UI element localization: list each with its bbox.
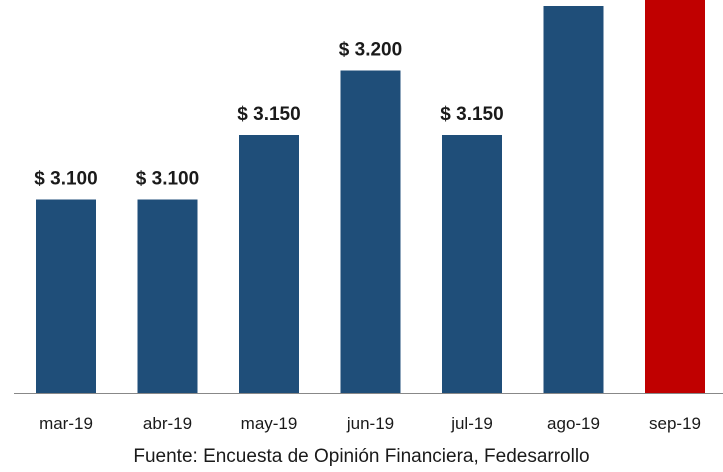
data-label-abr-19: $ 3.100	[136, 169, 199, 190]
data-labels-layer: $ 3.100$ 3.100$ 3.150$ 3.200$ 3.150$ 3.2…	[34, 40, 503, 190]
source-note: Fuente: Encuesta de Opinión Financiera, …	[133, 446, 590, 467]
x-tick-labels-layer: mar-19 abr-19 may-19 jun-19 jul-19 ago-19 sep-…	[39, 414, 701, 433]
data-label-mar-19: $ 3.100	[34, 169, 97, 190]
bar-may-19	[239, 135, 299, 393]
x-tick-label-sep-19: sep-19	[649, 414, 701, 433]
bar-ago-19	[543, 6, 604, 393]
bar-abr-19	[137, 199, 198, 393]
data-label-jul-19: $ 3.150	[440, 104, 503, 125]
data-label-jun-19: $ 3.200	[339, 40, 402, 61]
bar-mar-19	[36, 199, 96, 393]
bar-jul-19	[442, 135, 502, 393]
bar-sep-19	[645, 0, 705, 393]
x-tick-label-ago-19: ago-19	[547, 414, 600, 433]
x-tick-label-jun-19: jun-19	[346, 414, 394, 433]
bar-chart: $ 3.100$ 3.100$ 3.150$ 3.200$ 3.150$ 3.2…	[14, 0, 723, 433]
bars-layer	[36, 0, 705, 393]
x-tick-label-jul-19: jul-19	[450, 414, 493, 433]
x-tick-label-abr-19: abr-19	[143, 414, 192, 433]
bar-jun-19	[340, 70, 401, 393]
data-label-may-19: $ 3.150	[237, 104, 300, 125]
x-tick-label-mar-19: mar-19	[39, 414, 93, 433]
x-tick-label-may-19: may-19	[241, 414, 298, 433]
